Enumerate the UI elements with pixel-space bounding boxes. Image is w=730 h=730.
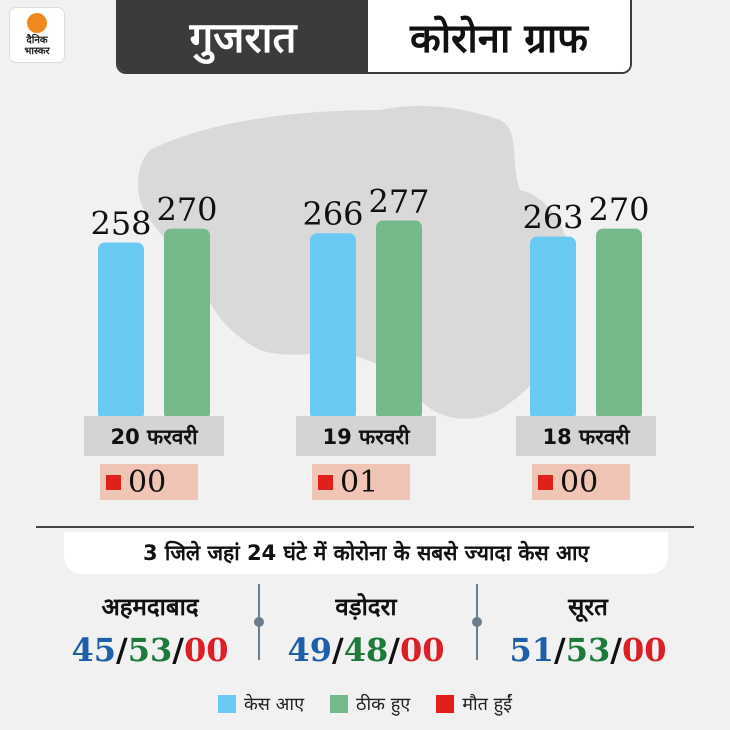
brand-line1: दैनिक	[26, 35, 48, 46]
district-name: वड़ोदरा	[335, 593, 397, 621]
stat-separator: /	[116, 631, 128, 669]
deaths-row: 00 01 00	[0, 464, 730, 502]
stat-separator: /	[388, 631, 400, 669]
brand-logo: दैनिक भास्कर	[10, 8, 64, 62]
header-title: कोरोना ग्राफ	[368, 0, 630, 72]
brand-line2: भास्कर	[24, 46, 50, 57]
separator-dot-icon	[472, 617, 482, 627]
district-card: सूरत 51/53/00	[478, 590, 698, 669]
legend-label: ठीक हुए	[356, 694, 411, 715]
legend-item: केस आए	[217, 692, 305, 716]
bar-recovered	[164, 228, 210, 420]
district-separator	[254, 584, 264, 660]
death-count-box: 01	[312, 464, 410, 500]
district-deaths: 00	[621, 631, 667, 669]
separator-dot-icon	[254, 617, 264, 627]
district-recovered: 48	[343, 631, 389, 669]
death-count: 00	[128, 465, 167, 500]
district-card: वड़ोदरा 49/48/00	[256, 590, 476, 669]
district-stats: 51/53/00	[478, 631, 698, 669]
bar-recovered	[596, 228, 642, 420]
district-deaths: 00	[183, 631, 229, 669]
value-label-cases: 258	[90, 204, 151, 242]
legend: केस आए ठीक हुए मौत हुईं	[0, 692, 730, 716]
category-label: 19 फरवरी	[322, 424, 411, 449]
death-count-box: 00	[532, 464, 630, 500]
value-label-cases: 266	[302, 195, 363, 233]
death-marker-icon	[538, 475, 553, 490]
stat-separator: /	[172, 631, 184, 669]
category-label-box	[516, 416, 656, 456]
value-label-recovered: 270	[156, 191, 217, 229]
value-label-cases: 263	[522, 199, 583, 237]
legend-item: मौत हुईं	[436, 692, 512, 716]
value-label-recovered: 270	[588, 191, 649, 229]
value-label-recovered: 277	[368, 182, 429, 220]
district-card: अहमदाबाद 45/53/00	[40, 590, 260, 669]
district-name: अहमदाबाद	[101, 593, 199, 621]
bar-recovered	[376, 220, 422, 420]
district-recovered: 53	[565, 631, 611, 669]
legend-swatch-icon	[436, 695, 455, 713]
legend-swatch-icon	[330, 695, 349, 713]
district-cases: 45	[71, 631, 117, 669]
divider-line	[36, 526, 694, 528]
district-recovered: 53	[127, 631, 173, 669]
bar-cases	[530, 236, 576, 420]
category-label-box	[296, 416, 436, 456]
districts-title: 3 जिले जहां 24 घंटे में कोरोना के सबसे ज…	[64, 532, 668, 574]
district-stats: 49/48/00	[256, 631, 476, 669]
category-label: 20 फरवरी	[110, 424, 199, 449]
header-state: गुजरात	[118, 0, 368, 72]
district-separator	[472, 584, 482, 660]
district-cases: 49	[287, 631, 333, 669]
stat-separator: /	[332, 631, 344, 669]
bar-cases	[310, 233, 356, 420]
district-cases: 51	[509, 631, 555, 669]
legend-item: ठीक हुए	[330, 692, 410, 716]
header: गुजरात कोरोना ग्राफ	[116, 0, 632, 74]
category-label-box	[84, 416, 224, 456]
sun-icon	[27, 13, 47, 33]
district-stats: 45/53/00	[40, 631, 260, 669]
district-name: सूरत	[568, 593, 608, 621]
death-count: 00	[560, 465, 599, 500]
district-deaths: 00	[399, 631, 445, 669]
stat-separator: /	[554, 631, 566, 669]
legend-label: मौत हुईं	[462, 694, 513, 715]
death-count-box: 00	[100, 464, 198, 500]
death-marker-icon	[106, 475, 121, 490]
death-count: 01	[340, 465, 379, 500]
legend-label: केस आए	[243, 694, 305, 715]
category-label: 18 फरवरी	[542, 424, 631, 449]
death-marker-icon	[318, 475, 333, 490]
bar-cases	[98, 242, 144, 420]
legend-swatch-icon	[217, 695, 236, 713]
stat-separator: /	[610, 631, 622, 669]
